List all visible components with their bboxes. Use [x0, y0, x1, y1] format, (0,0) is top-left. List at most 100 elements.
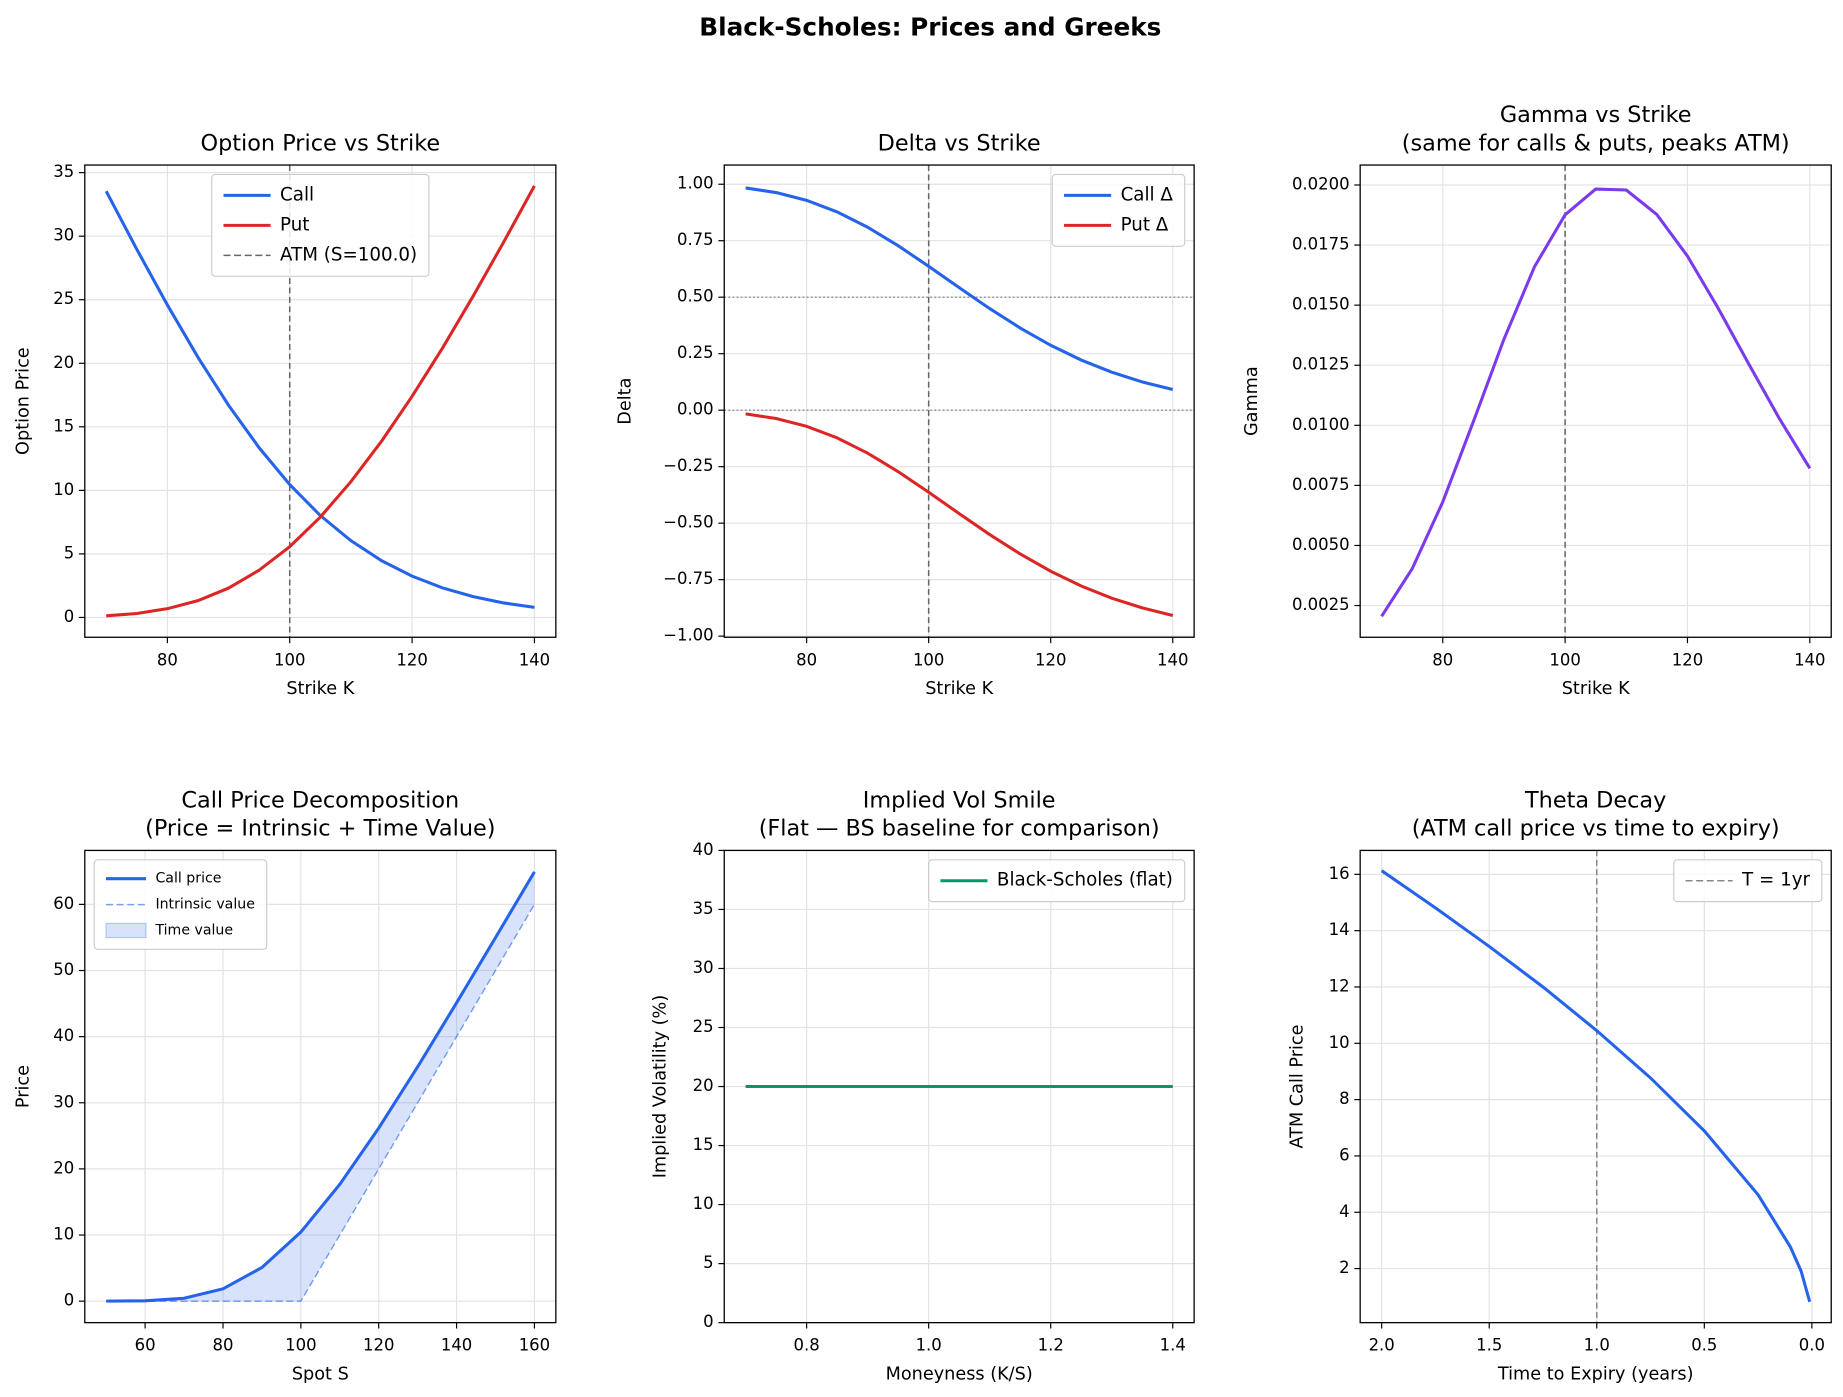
x-tick-label: 120: [1035, 650, 1066, 669]
y-tick-label: 0.0100: [1292, 415, 1350, 434]
y-tick-label: 0.0050: [1292, 535, 1350, 554]
y-tick-label: 30: [53, 1092, 74, 1111]
subplot-title: Gamma vs Strike: [1500, 102, 1692, 128]
x-tick-label: 80: [157, 650, 178, 669]
x-axis-label: Moneyness (K/S): [886, 1364, 1033, 1384]
y-tick-label: 0.0200: [1292, 174, 1350, 193]
y-tick-label: 25: [693, 1017, 714, 1036]
subplot-title: (ATM call price vs time to expiry): [1412, 816, 1780, 842]
y-tick-label: 0: [64, 607, 74, 626]
y-tick-label: −0.75: [663, 569, 713, 588]
legend: Call Put ATM (S=100.0): [211, 173, 430, 277]
axes-frame: [1359, 849, 1832, 1324]
y-tick-label: 20: [53, 1158, 74, 1177]
subplot: 2.0 1.5 1.0 0.5 0.0 2 4 6 8 10 12 14 16 Theta Decay (A…: [1288, 787, 1832, 1384]
series-line: [106, 871, 536, 1303]
y-tick-label: 35: [693, 899, 714, 918]
y-tick-label: 1.00: [677, 174, 714, 193]
y-tick-label: 15: [693, 1135, 714, 1154]
x-tick-label: 140: [519, 650, 550, 669]
y-tick-label: 0.0150: [1292, 295, 1350, 314]
y-tick-label: 15: [53, 416, 74, 435]
legend-label: Intrinsic value: [155, 897, 254, 913]
subplot-title: (Price = Intrinsic + Time Value): [145, 816, 495, 842]
y-tick-label: 0.0075: [1292, 475, 1350, 494]
y-axis-label: Implied Volatility (%): [651, 995, 671, 1179]
y-tick-label: 0: [64, 1291, 74, 1310]
y-tick-label: 20: [693, 1076, 714, 1095]
subplot-title: Call Price Decomposition: [181, 787, 459, 813]
y-tick-label: 10: [1329, 1033, 1350, 1052]
legend: Call price Intrinsic value Time value: [93, 859, 268, 950]
x-tick-label: 2.0: [1369, 1336, 1395, 1355]
x-tick-label: 100: [285, 1336, 316, 1355]
legend-label: Put: [280, 214, 309, 235]
series-line: [1380, 869, 1812, 1303]
series-line: [106, 185, 536, 618]
y-tick-label: 14: [1329, 920, 1350, 939]
x-tick-label: 100: [913, 650, 944, 669]
y-tick-label: 6: [1339, 1145, 1349, 1164]
legend-label: Call price: [155, 871, 221, 887]
y-tick-label: 16: [1329, 864, 1350, 883]
y-tick-label: 35: [53, 162, 74, 181]
series-line: [745, 186, 1174, 392]
x-tick-label: 120: [363, 1336, 394, 1355]
legend-label: Black-Scholes (flat): [997, 870, 1173, 891]
y-tick-label: 12: [1329, 976, 1350, 995]
x-axis-label: Strike K: [1562, 679, 1630, 699]
legend-label: Put Δ: [1121, 214, 1169, 235]
y-tick-label: 25: [53, 289, 74, 308]
figure-title: Black-Scholes: Prices and Greeks: [699, 12, 1161, 41]
x-tick-label: 120: [1672, 650, 1703, 669]
axes-frame: [84, 849, 557, 1324]
y-tick-label: 60: [53, 894, 74, 913]
x-axis-label: Time to Expiry (years): [1497, 1364, 1694, 1384]
series-line: [106, 904, 536, 1302]
axes-frame: [723, 164, 1195, 638]
x-tick-label: 1.4: [1160, 1336, 1186, 1355]
x-tick-label: 80: [796, 650, 817, 669]
series-line: [745, 412, 1174, 617]
axes-frame: [723, 849, 1195, 1324]
y-tick-label: 5: [64, 543, 74, 562]
y-tick-label: 50: [53, 960, 74, 979]
y-tick-label: 0.0125: [1292, 355, 1350, 374]
y-tick-label: 30: [693, 958, 714, 977]
y-tick-label: 4: [1339, 1202, 1349, 1221]
legend-swatch: [105, 922, 147, 939]
x-tick-label: 60: [135, 1336, 156, 1355]
y-tick-label: 0.50: [677, 287, 714, 306]
x-tick-label: 80: [213, 1336, 234, 1355]
x-axis-label: Strike K: [286, 679, 354, 699]
y-axis-label: Gamma: [1242, 366, 1262, 436]
axes-frame: [1359, 164, 1832, 638]
x-tick-label: 140: [1794, 650, 1825, 669]
y-tick-label: 5: [703, 1253, 713, 1272]
legend-label: Call Δ: [1121, 184, 1174, 205]
subplot: 60 80 100 120 140 160 0 10 20 30 40 50 60 Call Price …: [14, 787, 557, 1384]
legend-label: T = 1yr: [1741, 870, 1810, 891]
legend-frame: [928, 859, 1186, 903]
legend-frame: [211, 173, 430, 277]
y-tick-label: 10: [693, 1194, 714, 1213]
x-tick-label: 1.0: [1584, 1336, 1610, 1355]
y-tick-label: −0.50: [663, 513, 713, 532]
x-tick-label: 100: [274, 650, 305, 669]
y-tick-label: 20: [53, 353, 74, 372]
legend: Call Δ Put Δ: [1051, 173, 1186, 247]
subplot: 80 100 120 140 0 5 10 15 20 25 30 35 Option Price vs…: [14, 130, 557, 699]
subplot: 80 100 120 140 0.0025 0.0050 0.0075 0.0100 0.012…: [1242, 102, 1832, 699]
x-tick-label: 1.2: [1038, 1336, 1064, 1355]
x-tick-label: 1.0: [916, 1336, 942, 1355]
y-tick-label: 2: [1339, 1258, 1349, 1277]
y-tick-label: 40: [53, 1026, 74, 1045]
x-tick-label: 1.5: [1476, 1336, 1502, 1355]
subplot-title: (Flat — BS baseline for comparison): [759, 816, 1160, 842]
subplot: 0.8 1.0 1.2 1.4 0 5 10 15 20 25 30 35 40 Implied Vol …: [651, 787, 1195, 1384]
legend-frame: [1051, 173, 1186, 247]
y-tick-label: 40: [693, 840, 714, 859]
y-tick-label: 0.0175: [1292, 235, 1350, 254]
y-tick-label: −0.25: [663, 456, 713, 475]
subplot-title: Implied Vol Smile: [863, 787, 1056, 813]
